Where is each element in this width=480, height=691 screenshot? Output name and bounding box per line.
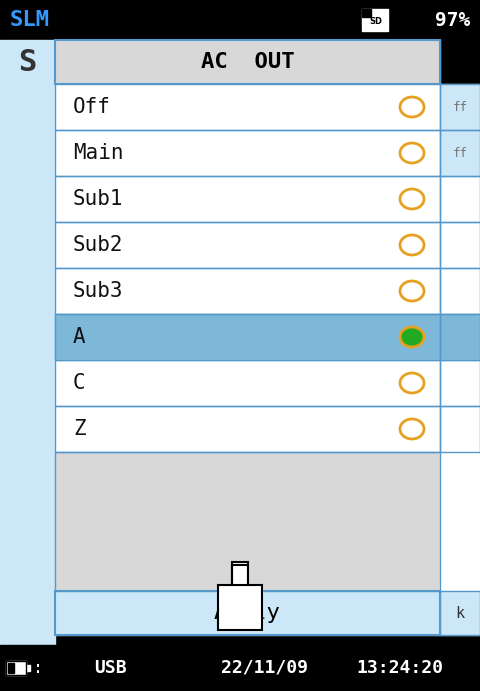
Bar <box>440 591 480 635</box>
Ellipse shape <box>400 235 424 255</box>
Ellipse shape <box>400 97 424 117</box>
Bar <box>6 661 26 675</box>
Bar <box>440 176 480 222</box>
Bar <box>440 591 480 635</box>
Bar <box>26 665 30 671</box>
Bar <box>440 268 480 314</box>
Bar <box>440 130 480 176</box>
Bar <box>55 452 440 591</box>
Bar <box>440 222 480 268</box>
Text: k: k <box>456 605 465 621</box>
Text: Sub3: Sub3 <box>73 281 123 301</box>
Bar <box>55 130 440 176</box>
Text: :: : <box>33 659 43 677</box>
Bar <box>8 663 14 673</box>
Bar <box>440 222 480 268</box>
Text: C: C <box>73 373 85 393</box>
Bar <box>55 222 440 268</box>
Text: ff: ff <box>453 100 468 113</box>
Bar <box>440 406 480 452</box>
Bar <box>6 661 26 675</box>
Bar <box>440 130 480 176</box>
Text: 97%: 97% <box>435 10 470 30</box>
Bar <box>440 176 480 222</box>
Bar <box>440 360 480 406</box>
Bar <box>55 406 440 452</box>
Bar <box>55 314 440 360</box>
Bar <box>55 591 440 635</box>
Bar <box>55 84 440 130</box>
Bar <box>362 9 371 17</box>
Bar <box>440 314 480 360</box>
Text: Main: Main <box>73 143 123 163</box>
Bar <box>440 360 480 406</box>
Text: 22/11/09: 22/11/09 <box>221 659 309 677</box>
Ellipse shape <box>400 143 424 163</box>
Ellipse shape <box>400 189 424 209</box>
Bar <box>55 268 440 314</box>
Text: Sub1: Sub1 <box>73 189 123 209</box>
Text: USB: USB <box>94 659 126 677</box>
Bar <box>0 645 480 691</box>
Bar <box>55 84 440 130</box>
Bar <box>440 84 480 130</box>
Ellipse shape <box>400 327 424 347</box>
Text: S: S <box>18 48 36 77</box>
Bar <box>440 268 480 314</box>
Ellipse shape <box>400 373 424 393</box>
Text: SLM: SLM <box>10 10 50 30</box>
Ellipse shape <box>400 281 424 301</box>
Text: ff: ff <box>453 146 468 160</box>
Bar <box>440 406 480 452</box>
Bar <box>55 176 440 222</box>
Bar <box>55 360 440 406</box>
Bar <box>55 176 440 222</box>
Bar <box>55 591 440 635</box>
Polygon shape <box>218 565 262 630</box>
Bar <box>0 0 480 40</box>
Bar <box>362 9 388 31</box>
Ellipse shape <box>400 419 424 439</box>
Bar <box>55 314 440 360</box>
Text: Z: Z <box>73 419 85 439</box>
Bar <box>55 222 440 268</box>
Bar <box>55 130 440 176</box>
Text: Apply: Apply <box>214 603 281 623</box>
Text: A: A <box>73 327 85 347</box>
Bar <box>55 268 440 314</box>
Text: Sub2: Sub2 <box>73 235 123 255</box>
Text: AC  OUT: AC OUT <box>201 52 294 72</box>
Bar <box>55 452 440 591</box>
Text: Off: Off <box>73 97 111 117</box>
Bar <box>55 40 440 84</box>
Bar <box>440 314 480 360</box>
Bar <box>55 360 440 406</box>
Polygon shape <box>232 562 248 585</box>
Bar <box>55 40 440 84</box>
Text: SD: SD <box>370 17 383 26</box>
Bar <box>0 40 55 691</box>
Bar <box>440 452 480 591</box>
Bar <box>55 406 440 452</box>
Bar <box>440 84 480 130</box>
Text: 13:24:20: 13:24:20 <box>357 659 444 677</box>
